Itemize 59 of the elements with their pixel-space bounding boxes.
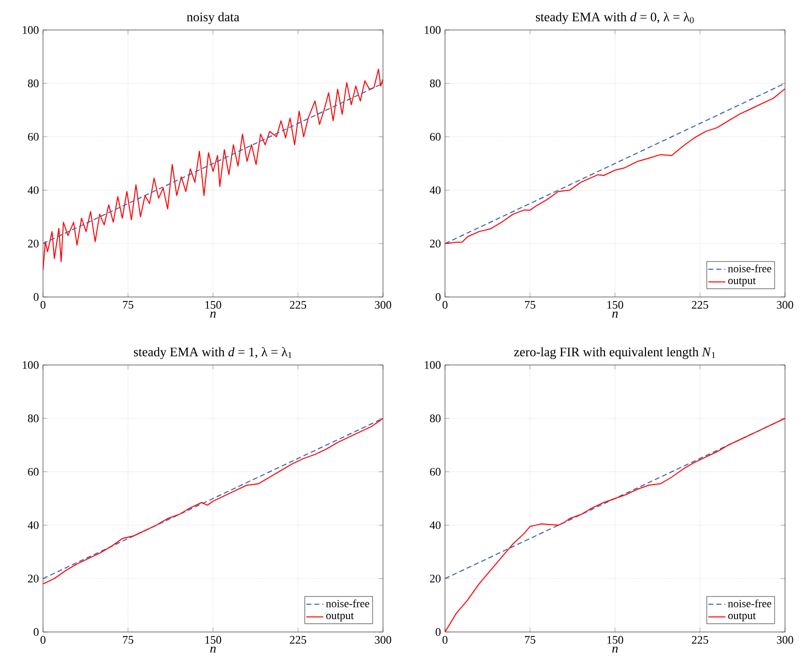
y-tick-label: 100	[22, 361, 39, 369]
x-tick-label: 0	[442, 301, 448, 309]
x-tick-label: 75	[525, 636, 536, 644]
y-tick-label: 0	[436, 628, 441, 636]
chart-title: steady EMA with d = 0, λ = λ$_{0}$	[536, 12, 694, 24]
y-tick-label: 20	[430, 574, 441, 582]
x-axis-title: n	[210, 646, 216, 653]
x-tick-label: 300	[776, 301, 794, 309]
y-tick-label: 40	[430, 186, 441, 194]
chart-title: noisy data	[186, 12, 240, 24]
y-tick-label: 0	[34, 628, 39, 636]
legend-label: output	[728, 278, 756, 286]
x-tick-label: 0	[40, 636, 46, 644]
x-tick-label: 225	[290, 301, 306, 309]
legend-label: noise-free	[728, 264, 772, 272]
y-tick-label: 60	[430, 132, 441, 141]
y-tick-label: 100	[22, 26, 39, 34]
x-tick-label: 300	[776, 636, 794, 644]
x-tick-label: 75	[123, 301, 134, 309]
x-tick-label: 150	[205, 636, 222, 644]
x-tick-label: 300	[374, 301, 392, 309]
y-tick-label: 100	[424, 361, 441, 369]
y-tick-label: 100	[424, 26, 441, 34]
x-tick-label: 300	[374, 636, 392, 644]
x-tick-label: 150	[607, 301, 624, 309]
y-tick-label: 80	[28, 80, 39, 88]
chart-title: steady EMA with d = 1, λ = λ$_{1}$	[134, 347, 292, 359]
line-series	[43, 68, 384, 271]
y-tick-label: 40	[28, 186, 39, 194]
y-tick-label: 60	[430, 468, 441, 476]
x-axis-title: n	[612, 312, 618, 318]
y-tick-label: 80	[28, 414, 39, 422]
legend-label: noise-free	[728, 599, 772, 608]
x-tick-label: 225	[290, 636, 306, 644]
x-tick-label: 75	[525, 301, 536, 309]
x-axis-title: n	[210, 312, 216, 318]
x-tick-label: 150	[205, 301, 222, 309]
y-tick-label: 20	[430, 240, 441, 248]
y-tick-label: 80	[430, 414, 441, 422]
x-tick-label: 150	[607, 636, 624, 644]
y-tick-label: 20	[28, 240, 39, 248]
y-tick-label: 40	[430, 521, 441, 530]
y-tick-label: 0	[34, 293, 39, 301]
y-tick-label: 40	[28, 521, 39, 530]
y-tick-label: 20	[28, 574, 39, 582]
x-tick-label: 75	[123, 636, 134, 644]
legend-label: output	[728, 612, 756, 622]
y-tick-label: 80	[430, 80, 441, 88]
chart-title: zero-lag FIR with equivalent length N$_{1}$	[514, 347, 716, 359]
x-tick-label: 0	[40, 301, 46, 309]
x-axis-title: n	[612, 646, 618, 653]
x-tick-label: 225	[692, 301, 708, 309]
x-tick-label: 0	[442, 636, 448, 644]
y-tick-label: 0	[436, 293, 441, 301]
legend-label: output	[326, 612, 354, 622]
legend-label: noise-free	[326, 599, 370, 608]
y-tick-label: 60	[28, 468, 39, 476]
y-tick-label: 60	[28, 132, 39, 141]
x-tick-label: 225	[692, 636, 708, 644]
